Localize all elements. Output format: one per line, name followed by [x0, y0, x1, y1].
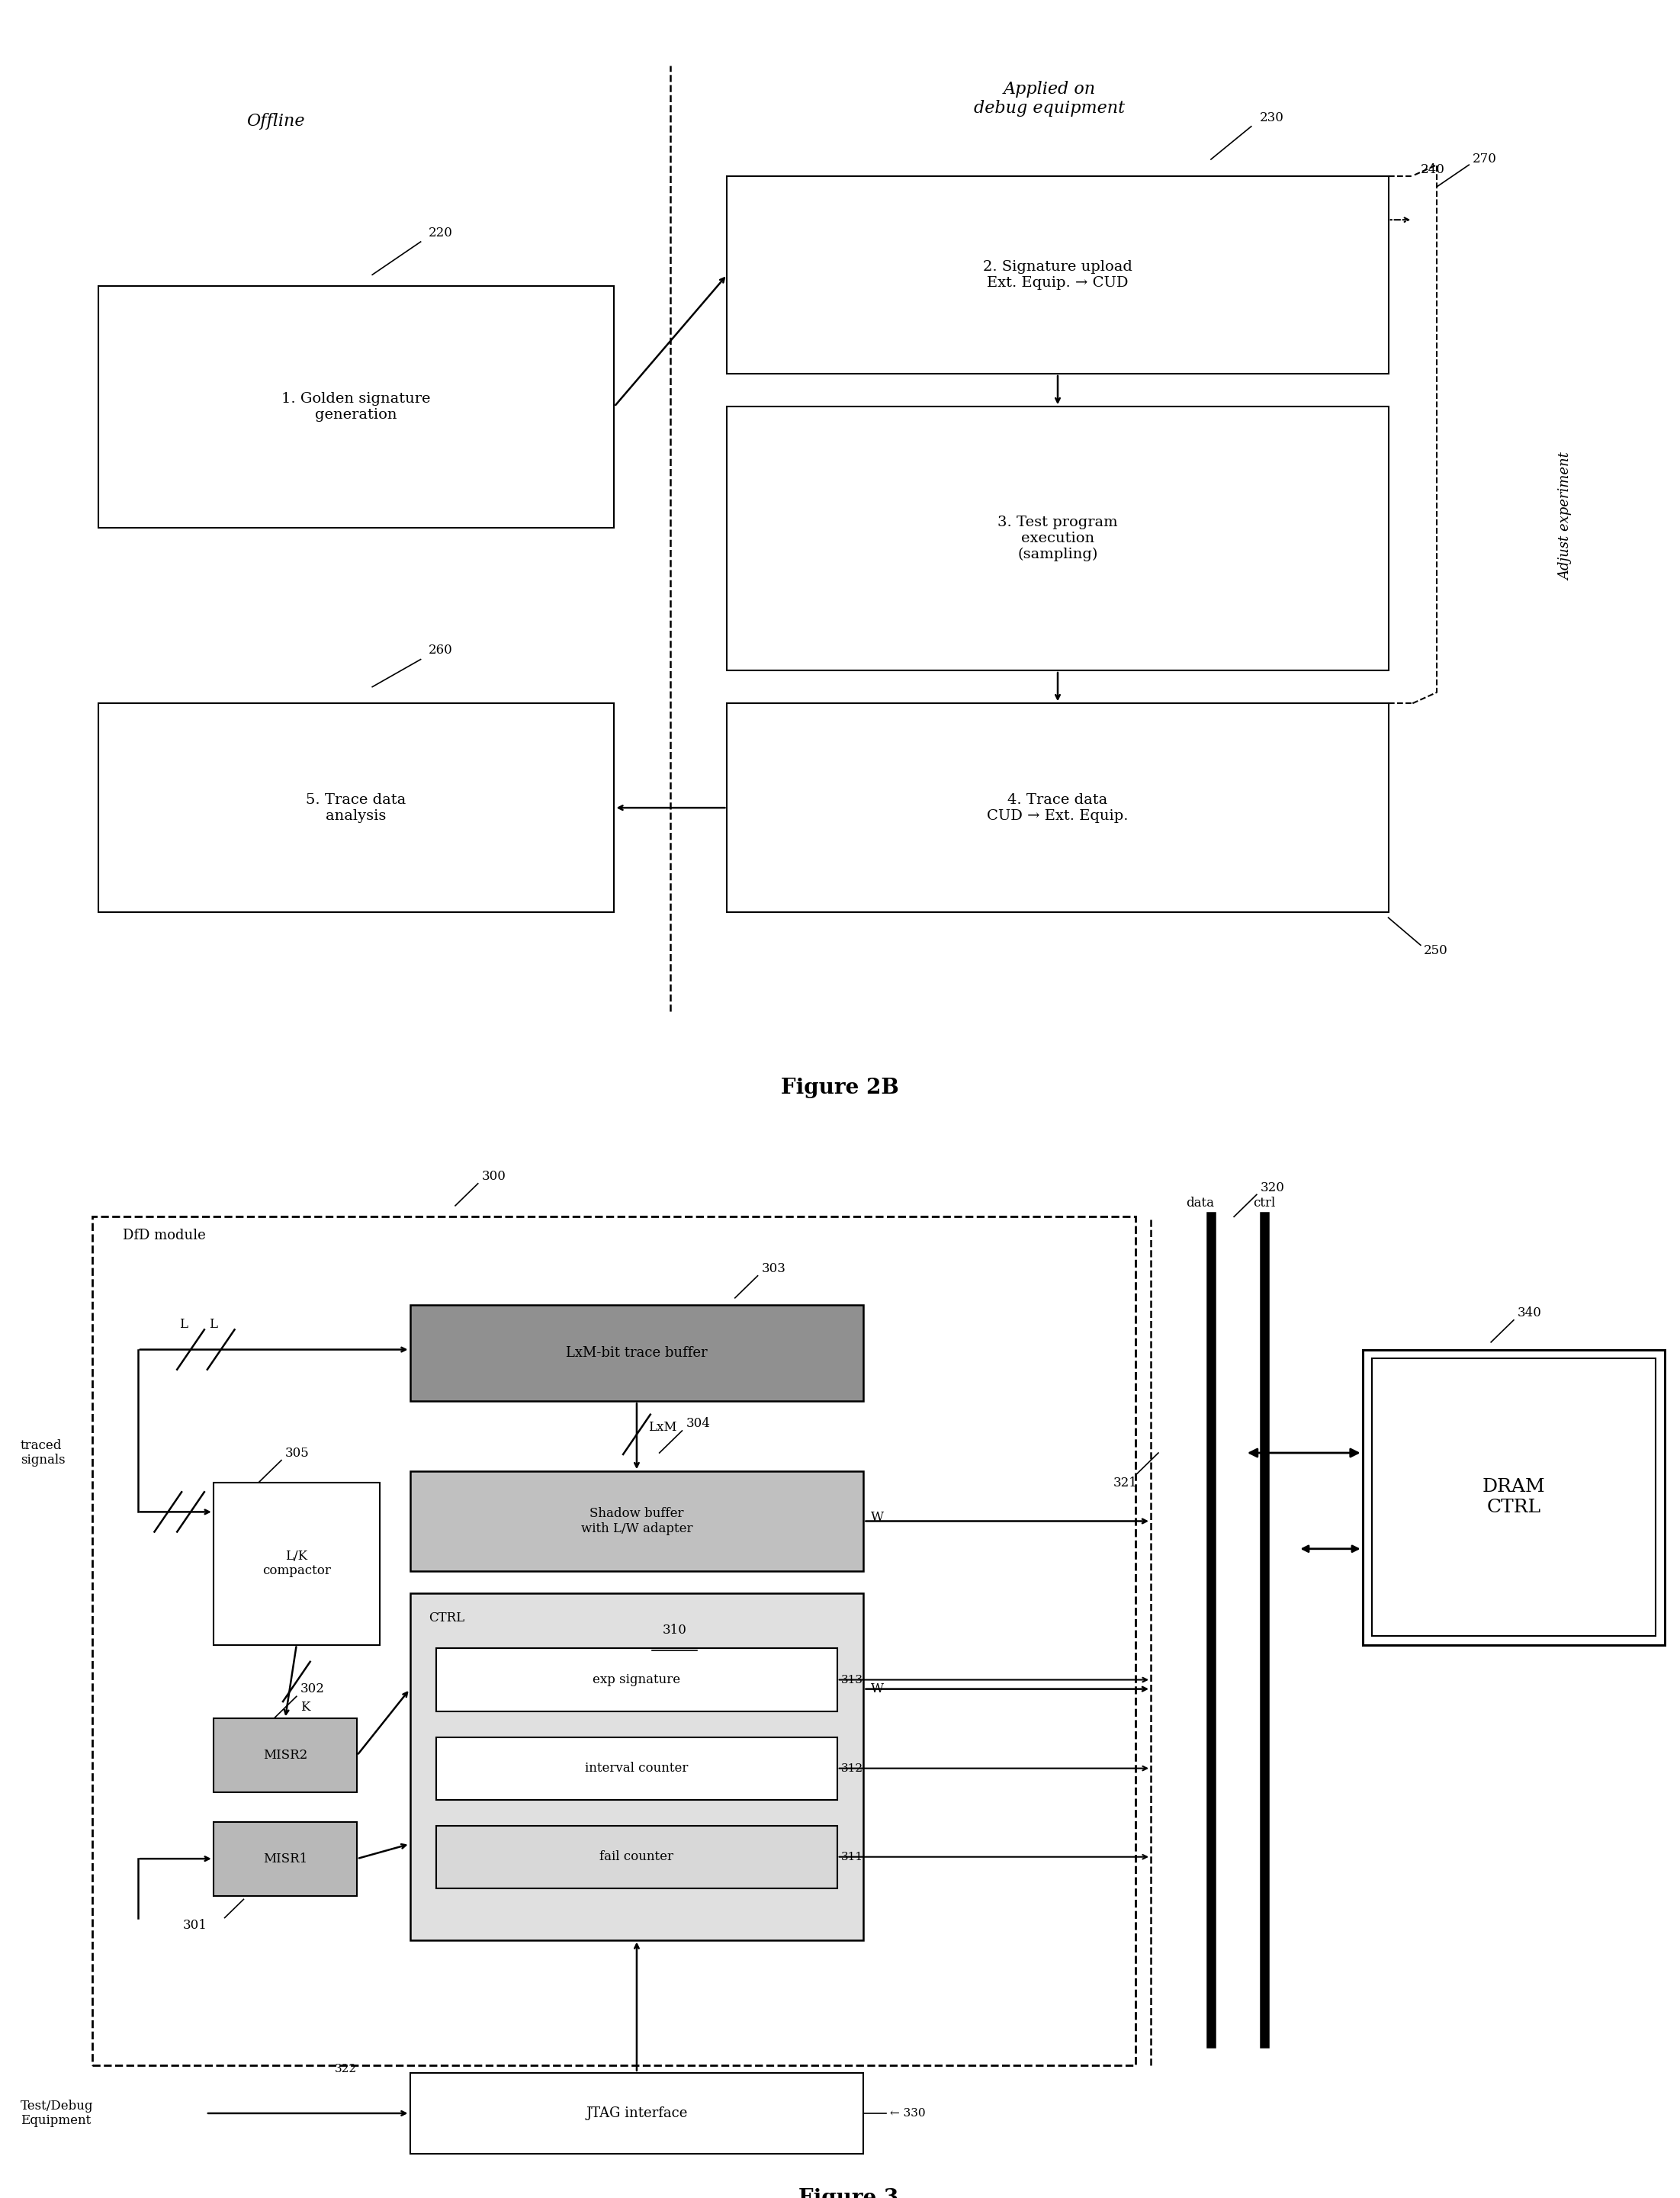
Text: interval counter: interval counter: [585, 1763, 689, 1774]
Text: 304: 304: [685, 1418, 711, 1431]
Text: CTRL: CTRL: [428, 1611, 465, 1624]
Text: 220: 220: [428, 226, 454, 240]
Text: 303: 303: [761, 1262, 786, 1275]
FancyBboxPatch shape: [437, 1736, 837, 1800]
Text: data: data: [1186, 1196, 1215, 1209]
FancyBboxPatch shape: [727, 703, 1388, 912]
Text: MISR1: MISR1: [264, 1853, 307, 1866]
Text: 2. Signature upload
Ext. Equip. → CUD: 2. Signature upload Ext. Equip. → CUD: [983, 259, 1132, 290]
Text: 1. Golden signature
generation: 1. Golden signature generation: [282, 391, 430, 422]
Text: DfD module: DfD module: [123, 1229, 205, 1242]
Text: 5. Trace data
analysis: 5. Trace data analysis: [306, 793, 407, 822]
Text: 321: 321: [1112, 1477, 1137, 1488]
Text: W: W: [870, 1510, 884, 1523]
Text: 313: 313: [842, 1675, 864, 1686]
Text: 322: 322: [334, 2064, 356, 2075]
Text: DRAM
CTRL: DRAM CTRL: [1482, 1479, 1546, 1517]
FancyBboxPatch shape: [1362, 1350, 1665, 1644]
Text: Test/Debug
Equipment: Test/Debug Equipment: [20, 2099, 94, 2128]
Text: K: K: [301, 1701, 309, 1714]
FancyBboxPatch shape: [437, 1648, 837, 1710]
FancyBboxPatch shape: [410, 2073, 864, 2154]
FancyBboxPatch shape: [727, 407, 1388, 670]
Text: 260: 260: [428, 644, 454, 657]
Text: L: L: [180, 1319, 186, 1332]
Text: L/K
compactor: L/K compactor: [262, 1550, 331, 1578]
Text: 311: 311: [842, 1851, 864, 1862]
Text: 270: 270: [1472, 152, 1497, 165]
Text: Figure 2B: Figure 2B: [781, 1077, 899, 1099]
FancyBboxPatch shape: [213, 1481, 380, 1644]
Text: 250: 250: [1425, 943, 1448, 956]
Text: 3. Test program
execution
(sampling): 3. Test program execution (sampling): [998, 517, 1117, 560]
Text: Adjust experiment: Adjust experiment: [1559, 453, 1572, 580]
Text: 301: 301: [183, 1919, 207, 1932]
FancyBboxPatch shape: [213, 1719, 356, 1791]
Text: Applied on
debug equipment: Applied on debug equipment: [974, 81, 1126, 116]
Text: LxM-bit trace buffer: LxM-bit trace buffer: [566, 1347, 707, 1361]
Text: 305: 305: [286, 1446, 309, 1459]
FancyBboxPatch shape: [410, 1306, 864, 1402]
Text: 300: 300: [482, 1169, 506, 1183]
Text: ← 330: ← 330: [890, 2108, 926, 2119]
FancyBboxPatch shape: [97, 703, 615, 912]
Text: MISR2: MISR2: [264, 1750, 307, 1763]
Text: 230: 230: [1260, 110, 1284, 123]
Text: Shadow buffer
with L/W adapter: Shadow buffer with L/W adapter: [581, 1508, 692, 1534]
Text: 302: 302: [301, 1684, 324, 1695]
Text: ctrl: ctrl: [1253, 1196, 1275, 1209]
Text: 240: 240: [1421, 163, 1445, 176]
FancyBboxPatch shape: [97, 286, 615, 528]
Text: 310: 310: [662, 1624, 687, 1638]
FancyBboxPatch shape: [410, 1470, 864, 1572]
Text: JTAG interface: JTAG interface: [586, 2106, 687, 2121]
Text: L: L: [210, 1319, 217, 1332]
Text: 340: 340: [1517, 1306, 1542, 1319]
Text: exp signature: exp signature: [593, 1673, 680, 1686]
Text: LxM: LxM: [648, 1420, 677, 1433]
Text: Figure 3: Figure 3: [798, 2187, 899, 2198]
Text: 320: 320: [1260, 1180, 1285, 1194]
FancyBboxPatch shape: [437, 1827, 837, 1888]
Text: 312: 312: [842, 1763, 864, 1774]
FancyBboxPatch shape: [213, 1822, 356, 1895]
Text: fail counter: fail counter: [600, 1851, 674, 1864]
Text: traced
signals: traced signals: [20, 1440, 66, 1466]
FancyBboxPatch shape: [727, 176, 1388, 374]
Text: W: W: [870, 1681, 884, 1695]
FancyBboxPatch shape: [410, 1594, 864, 1941]
Text: Offline: Offline: [247, 112, 304, 130]
Text: 4. Trace data
CUD → Ext. Equip.: 4. Trace data CUD → Ext. Equip.: [986, 793, 1129, 822]
